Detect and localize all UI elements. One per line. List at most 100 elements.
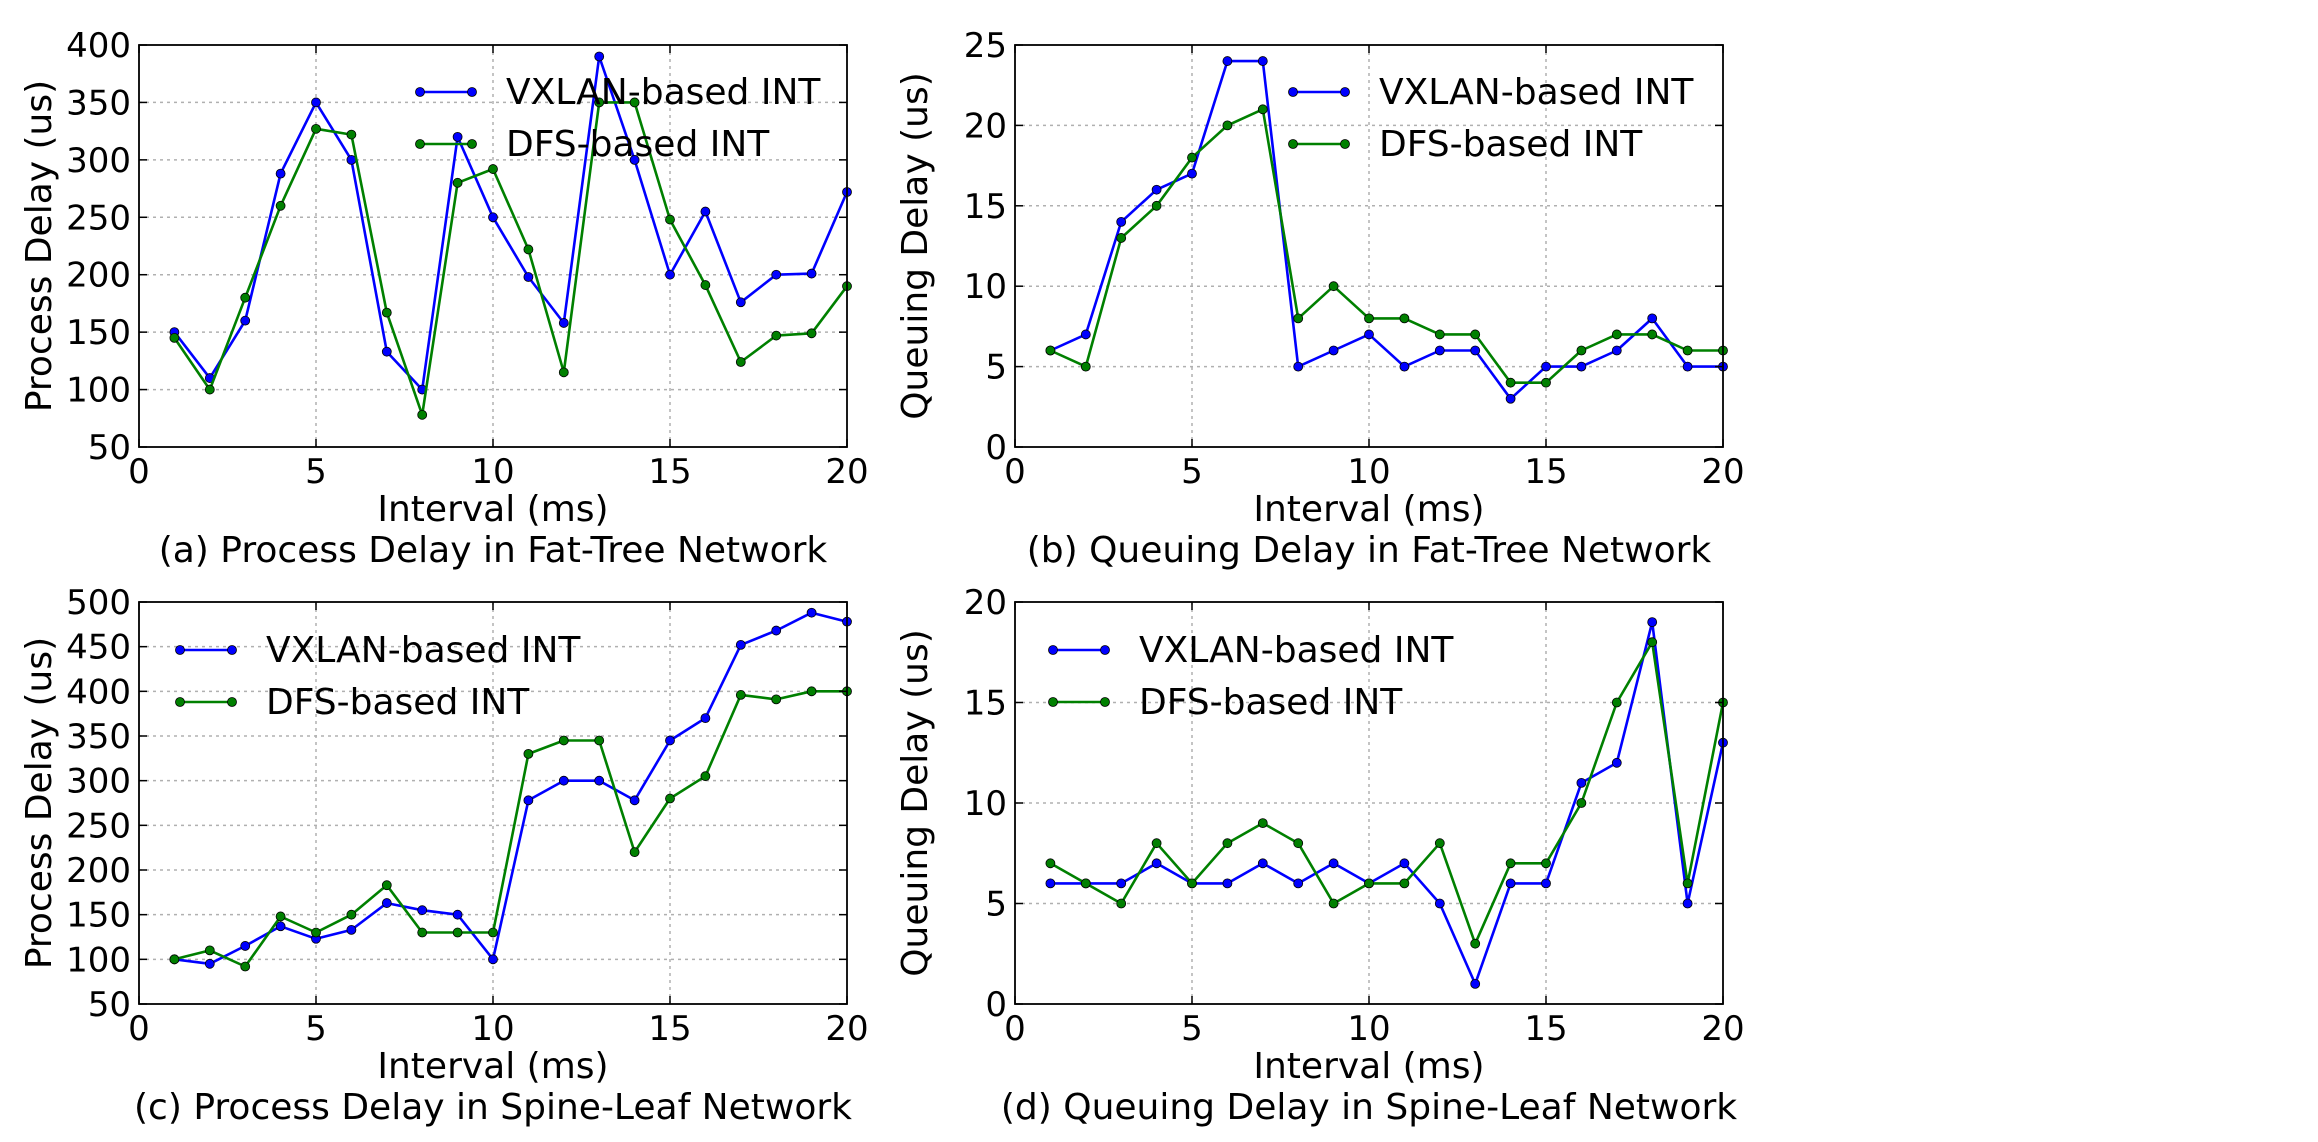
y-axis-label: Queuing Delay (us) [895, 629, 936, 977]
x-tick-label: 5 [305, 452, 327, 492]
data-point [488, 212, 498, 223]
legend-marker [1340, 139, 1350, 149]
series-line [174, 611, 848, 966]
data-point [1505, 858, 1516, 869]
y-tick-label: 15 [964, 187, 1007, 227]
data-point [558, 367, 569, 378]
series-dfs [1045, 104, 1728, 388]
series-dfs [1045, 637, 1728, 949]
legend-marker [1048, 697, 1058, 707]
data-point [1328, 858, 1339, 869]
y-tick-label: 500 [66, 583, 131, 623]
data-point [1045, 345, 1056, 356]
data-point [488, 954, 498, 965]
series-line [1049, 59, 1723, 401]
y-tick-label: 250 [66, 806, 131, 846]
data-point [1151, 184, 1162, 195]
subplot-caption: (c) Process Delay in Spine-Leaf Network [134, 1087, 852, 1128]
legend-marker [175, 697, 185, 707]
data-point [1541, 377, 1551, 388]
y-tick-label: 250 [66, 198, 131, 238]
data-point [381, 346, 392, 357]
legend-marker [467, 87, 477, 97]
series-dfs [169, 97, 852, 420]
gridlines [139, 602, 847, 1004]
legend-label: DFS-based INT [506, 124, 770, 165]
data-point [1080, 361, 1091, 372]
series-line [174, 689, 847, 968]
data-point [1647, 637, 1658, 648]
subplot-b: 0 5 10 15 20 0 5 10 15 20 25 Interval (ms) Queuing D… [895, 26, 1745, 571]
y-tick-label: 450 [66, 628, 131, 668]
data-point [488, 164, 498, 174]
data-point [1576, 361, 1587, 372]
y-tick-label: 50 [88, 428, 131, 468]
data-point [1541, 858, 1551, 869]
data-point [558, 775, 569, 786]
x-tick-label: 5 [1181, 452, 1203, 492]
data-point [629, 97, 640, 108]
data-point [700, 771, 711, 782]
data-point [1470, 345, 1481, 356]
data-point [1434, 838, 1445, 849]
x-tick-label: 20 [825, 1009, 868, 1049]
legend-marker [415, 87, 425, 97]
data-point [1080, 878, 1091, 889]
x-axis-label: Interval (ms) [1253, 489, 1484, 530]
data-point [523, 748, 534, 759]
y-tick-label: 20 [964, 106, 1007, 146]
data-point [1364, 878, 1374, 889]
data-point [1151, 858, 1162, 869]
x-tick-label: 5 [305, 1009, 327, 1049]
data-point [1647, 329, 1658, 340]
x-tick-label: 0 [1004, 452, 1026, 492]
y-tick-label: 400 [66, 26, 131, 66]
series-line [1049, 640, 1725, 946]
data-point [452, 927, 463, 938]
y-tick-label: 200 [66, 851, 131, 891]
data-point [1647, 617, 1658, 627]
data-point [1151, 838, 1162, 849]
data-point [1682, 878, 1693, 889]
y-tick-label: 300 [66, 141, 131, 181]
legend-marker [415, 139, 425, 149]
data-point [1151, 200, 1162, 211]
data-point [1257, 858, 1268, 869]
y-tick-label: 300 [66, 762, 131, 802]
data-point [1434, 898, 1445, 909]
data-point [275, 911, 286, 922]
data-point [665, 735, 675, 746]
data-point [1116, 898, 1127, 909]
data-point [1470, 329, 1481, 340]
gridlines [1015, 602, 1723, 1004]
data-point [1364, 313, 1374, 324]
data-point [1257, 56, 1268, 66]
legend-label: DFS-based INT [1379, 124, 1643, 165]
series-line [1049, 108, 1723, 385]
subplot-d: 0 5 10 15 20 0 5 10 15 20 Interval (ms) Queuing Del… [895, 583, 1745, 1128]
data-point [381, 880, 392, 891]
legend-marker [1288, 87, 1298, 97]
data-point [381, 898, 392, 908]
x-tick-label: 0 [128, 1009, 150, 1049]
data-point [594, 51, 605, 62]
subplot-caption: (a) Process Delay in Fat-Tree Network [159, 530, 828, 571]
data-point [240, 941, 251, 951]
y-tick-label: 15 [964, 684, 1007, 724]
data-point [1116, 233, 1127, 243]
data-point [204, 945, 215, 956]
data-point [1541, 878, 1551, 889]
data-point [1399, 313, 1410, 324]
data-point [1328, 281, 1339, 292]
legend-label: VXLAN-based INT [266, 630, 581, 671]
data-point [1045, 858, 1056, 869]
data-point [1647, 313, 1658, 324]
legend-label: VXLAN-based INT [1139, 630, 1454, 671]
data-point [1541, 361, 1551, 372]
y-axis-label: Process Delay (us) [19, 637, 60, 969]
series-line [1050, 620, 1725, 986]
data-point [806, 607, 817, 618]
data-point [806, 268, 817, 279]
